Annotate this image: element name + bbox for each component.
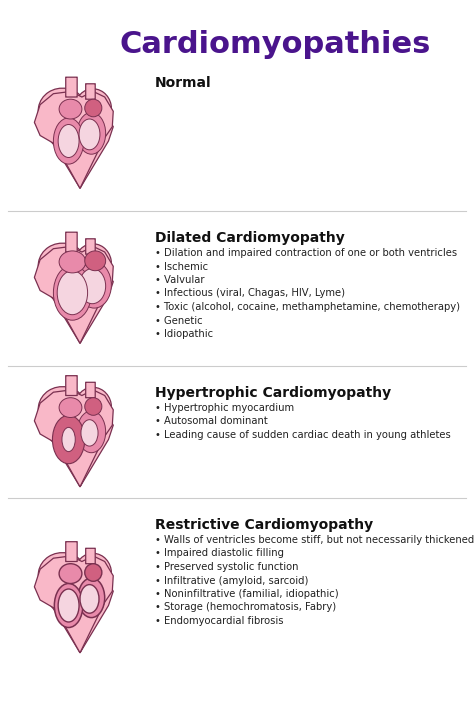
Ellipse shape — [45, 263, 100, 296]
Ellipse shape — [59, 99, 82, 119]
Polygon shape — [35, 247, 113, 344]
Text: • Endomyocardial fibrosis: • Endomyocardial fibrosis — [155, 616, 283, 626]
Polygon shape — [35, 91, 113, 188]
FancyBboxPatch shape — [86, 382, 95, 398]
Ellipse shape — [45, 407, 100, 440]
Text: • Noninfiltrative (familial, idiopathic): • Noninfiltrative (familial, idiopathic) — [155, 589, 338, 599]
Ellipse shape — [54, 118, 84, 164]
Ellipse shape — [75, 89, 111, 127]
Ellipse shape — [45, 108, 100, 141]
Text: Cardiomyopathies: Cardiomyopathies — [119, 30, 430, 59]
Polygon shape — [35, 274, 109, 344]
Ellipse shape — [38, 88, 88, 134]
Ellipse shape — [79, 119, 100, 150]
Polygon shape — [80, 116, 113, 188]
Ellipse shape — [81, 420, 98, 446]
Ellipse shape — [38, 553, 88, 599]
Ellipse shape — [85, 251, 106, 271]
Ellipse shape — [38, 243, 88, 289]
Ellipse shape — [55, 583, 83, 628]
Ellipse shape — [59, 398, 82, 418]
Polygon shape — [80, 414, 113, 487]
Ellipse shape — [77, 411, 106, 452]
Ellipse shape — [79, 269, 106, 304]
FancyBboxPatch shape — [66, 375, 77, 395]
Ellipse shape — [75, 244, 111, 282]
Polygon shape — [80, 580, 113, 653]
Text: • Dilation and impaired contraction of one or both ventricles: • Dilation and impaired contraction of o… — [155, 248, 457, 258]
Text: • Walls of ventricles become stiff, but not necessarily thickened: • Walls of ventricles become stiff, but … — [155, 535, 474, 545]
FancyBboxPatch shape — [86, 239, 95, 255]
Ellipse shape — [53, 415, 85, 464]
Polygon shape — [80, 271, 113, 344]
FancyBboxPatch shape — [66, 232, 77, 252]
Text: • Preserved systolic function: • Preserved systolic function — [155, 562, 299, 572]
Text: • Toxic (alcohol, cocaine, methamphetamine, chemotherapy): • Toxic (alcohol, cocaine, methamphetami… — [155, 302, 460, 312]
Polygon shape — [35, 583, 109, 653]
FancyBboxPatch shape — [66, 77, 77, 97]
Text: Restrictive Cardiomyopathy: Restrictive Cardiomyopathy — [155, 518, 373, 532]
Text: • Idiopathic: • Idiopathic — [155, 329, 213, 339]
Text: Dilated Cardiomyopathy: Dilated Cardiomyopathy — [155, 231, 345, 245]
FancyBboxPatch shape — [86, 549, 95, 563]
Text: • Genetic: • Genetic — [155, 315, 202, 325]
Text: • Impaired diastolic filling: • Impaired diastolic filling — [155, 549, 284, 559]
Ellipse shape — [85, 99, 102, 117]
Polygon shape — [35, 556, 113, 653]
Ellipse shape — [45, 573, 100, 605]
Ellipse shape — [77, 112, 106, 154]
Text: Normal: Normal — [155, 76, 211, 90]
FancyBboxPatch shape — [86, 84, 95, 99]
Ellipse shape — [78, 578, 105, 618]
Ellipse shape — [59, 563, 82, 583]
Text: Hypertrophic Cardiomyopathy: Hypertrophic Cardiomyopathy — [155, 386, 391, 400]
Polygon shape — [35, 119, 109, 188]
FancyBboxPatch shape — [66, 542, 77, 561]
Ellipse shape — [77, 262, 111, 308]
Ellipse shape — [54, 265, 91, 320]
Text: • Leading cause of sudden cardiac death in young athletes: • Leading cause of sudden cardiac death … — [155, 430, 451, 440]
Text: • Hypertrophic myocardium: • Hypertrophic myocardium — [155, 403, 294, 413]
Ellipse shape — [85, 563, 102, 581]
Text: • Infiltrative (amyloid, sarcoid): • Infiltrative (amyloid, sarcoid) — [155, 575, 309, 585]
Ellipse shape — [58, 124, 79, 158]
Text: • Valvular: • Valvular — [155, 275, 204, 285]
Ellipse shape — [75, 554, 111, 592]
Text: • Ischemic: • Ischemic — [155, 262, 208, 271]
Ellipse shape — [85, 398, 102, 415]
Ellipse shape — [62, 428, 75, 452]
Ellipse shape — [80, 585, 99, 613]
Text: • Autosomal dominant: • Autosomal dominant — [155, 416, 268, 426]
Polygon shape — [35, 390, 113, 487]
Polygon shape — [35, 418, 109, 487]
Ellipse shape — [59, 251, 86, 273]
Text: • Infectious (viral, Chagas, HIV, Lyme): • Infectious (viral, Chagas, HIV, Lyme) — [155, 288, 345, 298]
Text: • Storage (hemochromatosis, Fabry): • Storage (hemochromatosis, Fabry) — [155, 602, 336, 612]
Ellipse shape — [58, 589, 79, 622]
Ellipse shape — [38, 387, 88, 433]
Ellipse shape — [75, 387, 111, 426]
Ellipse shape — [57, 271, 88, 315]
